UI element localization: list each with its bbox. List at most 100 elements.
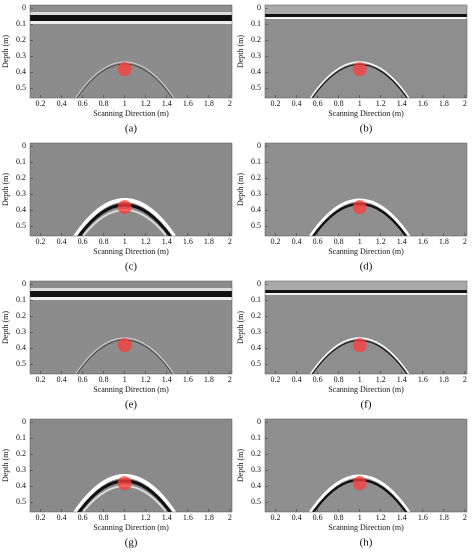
target xyxy=(117,476,132,491)
y-tick-label: 0.4 xyxy=(16,67,26,76)
panel: 0 0.1 0.2 0.3 0.4 0.5 0.2 0.4 0.6 0.8 1 1.2 1.4 1.6 1.… xyxy=(1,141,233,273)
x-tick-label: 0.8 xyxy=(334,99,344,108)
x-tick-label: 0.2 xyxy=(271,375,281,384)
y-axis-label: Depth (m) xyxy=(1,35,10,68)
x-tick-label: 1.2 xyxy=(141,375,151,384)
band xyxy=(30,15,232,21)
x-tick-label: 1.4 xyxy=(162,99,172,108)
y-tick-label: 0.3 xyxy=(16,189,26,198)
y-tick-label: 0.1 xyxy=(16,295,26,304)
x-tick-label: 0.2 xyxy=(36,375,46,384)
background xyxy=(30,419,232,512)
x-tick-label: 0.6 xyxy=(313,513,323,522)
x-tick-label: 1 xyxy=(358,375,362,384)
y-tick-label: 0.1 xyxy=(16,157,26,166)
y-axis-label: Depth (m) xyxy=(236,173,245,206)
x-tick-label: 2 xyxy=(463,375,467,384)
y-tick-label: 0.5 xyxy=(16,221,26,230)
band xyxy=(265,5,467,14)
y-tick-label: 0.5 xyxy=(251,359,261,368)
y-tick-label: 0 xyxy=(22,279,26,288)
y-tick-label: 0 xyxy=(22,417,26,426)
x-tick-label: 0.6 xyxy=(313,99,323,108)
radargram xyxy=(30,5,232,98)
y-tick-label: 0.5 xyxy=(16,83,26,92)
band xyxy=(30,297,232,300)
x-tick-label: 1.6 xyxy=(183,513,193,522)
radargram xyxy=(265,281,467,374)
panel: 0 0.1 0.2 0.3 0.4 0.5 0.2 0.4 0.6 0.8 1 1.2 1.4 1.6 1.… xyxy=(236,3,468,135)
background xyxy=(265,5,467,98)
x-tick-label: 1.4 xyxy=(397,99,407,108)
y-tick-label: 0.4 xyxy=(16,343,26,352)
frame xyxy=(264,4,468,99)
radargram xyxy=(265,419,467,512)
y-tick-label: 0.2 xyxy=(16,35,26,44)
x-tick-label: 1.8 xyxy=(204,513,214,522)
panel-label: (c) xyxy=(125,261,138,273)
x-tick-label: 0.4 xyxy=(57,237,67,246)
x-tick-label: 1.4 xyxy=(162,513,172,522)
x-tick-label: 1.6 xyxy=(418,513,428,522)
radargram xyxy=(30,281,232,374)
x-tick-label: 0.6 xyxy=(313,375,323,384)
x-tick-label: 0.2 xyxy=(36,99,46,108)
target xyxy=(117,338,132,353)
band xyxy=(265,17,467,19)
x-tick-label: 0.2 xyxy=(36,513,46,522)
y-tick-label: 0 xyxy=(257,3,261,12)
target xyxy=(352,62,367,77)
y-tick-label: 0.3 xyxy=(251,51,261,60)
y-tick-label: 0.4 xyxy=(251,481,261,490)
y-tick-label: 0.4 xyxy=(251,343,261,352)
x-axis-label: Scanning Direction (m) xyxy=(93,247,169,256)
x-tick-label: 1.2 xyxy=(376,375,386,384)
band xyxy=(30,291,232,297)
x-tick-label: 0.4 xyxy=(57,513,67,522)
panel: 0 0.1 0.2 0.3 0.4 0.5 0.2 0.4 0.6 0.8 1 1.2 1.4 1.6 1.… xyxy=(1,279,233,411)
x-tick-label: 1.8 xyxy=(439,375,449,384)
x-tick-label: 1.8 xyxy=(204,237,214,246)
x-tick-label: 1 xyxy=(358,99,362,108)
x-tick-label: 2 xyxy=(228,513,232,522)
y-axis-label: Depth (m) xyxy=(1,173,10,206)
frame xyxy=(264,418,468,513)
x-tick-label: 0.6 xyxy=(78,237,88,246)
y-tick-label: 0.5 xyxy=(16,497,26,506)
y-tick-label: 0.5 xyxy=(251,497,261,506)
x-tick-label: 0.4 xyxy=(57,375,67,384)
x-tick-label: 2 xyxy=(228,237,232,246)
x-tick-label: 2 xyxy=(463,99,467,108)
frame xyxy=(29,280,233,375)
x-axis-label: Scanning Direction (m) xyxy=(328,109,404,118)
x-tick-label: 0.8 xyxy=(99,237,109,246)
y-tick-label: 0.2 xyxy=(251,311,261,320)
panel-label: (e) xyxy=(125,399,138,411)
y-tick-label: 0.3 xyxy=(16,327,26,336)
x-tick-label: 1 xyxy=(358,237,362,246)
panel: 0 0.1 0.2 0.3 0.4 0.5 0.2 0.4 0.6 0.8 1 1.2 1.4 1.6 1.… xyxy=(236,417,468,549)
frame xyxy=(264,280,468,375)
y-tick-label: 0.4 xyxy=(251,67,261,76)
x-tick-label: 0.8 xyxy=(99,513,109,522)
x-tick-label: 0.2 xyxy=(36,237,46,246)
frame xyxy=(264,142,468,237)
background xyxy=(30,143,232,236)
y-axis-label: Depth (m) xyxy=(236,449,245,482)
x-tick-label: 0.8 xyxy=(334,513,344,522)
x-tick-label: 0.8 xyxy=(334,237,344,246)
panel-label: (g) xyxy=(125,537,138,549)
x-tick-label: 0.6 xyxy=(313,237,323,246)
target xyxy=(352,338,367,353)
y-tick-label: 0.3 xyxy=(251,465,261,474)
y-tick-label: 0.1 xyxy=(251,295,261,304)
target xyxy=(352,200,367,215)
x-tick-label: 1.4 xyxy=(162,375,172,384)
x-tick-label: 1.4 xyxy=(397,513,407,522)
x-tick-label: 1.2 xyxy=(376,513,386,522)
x-axis-label: Scanning Direction (m) xyxy=(93,385,169,394)
x-axis-label: Scanning Direction (m) xyxy=(328,385,404,394)
frame xyxy=(29,418,233,513)
x-tick-label: 1.2 xyxy=(376,99,386,108)
